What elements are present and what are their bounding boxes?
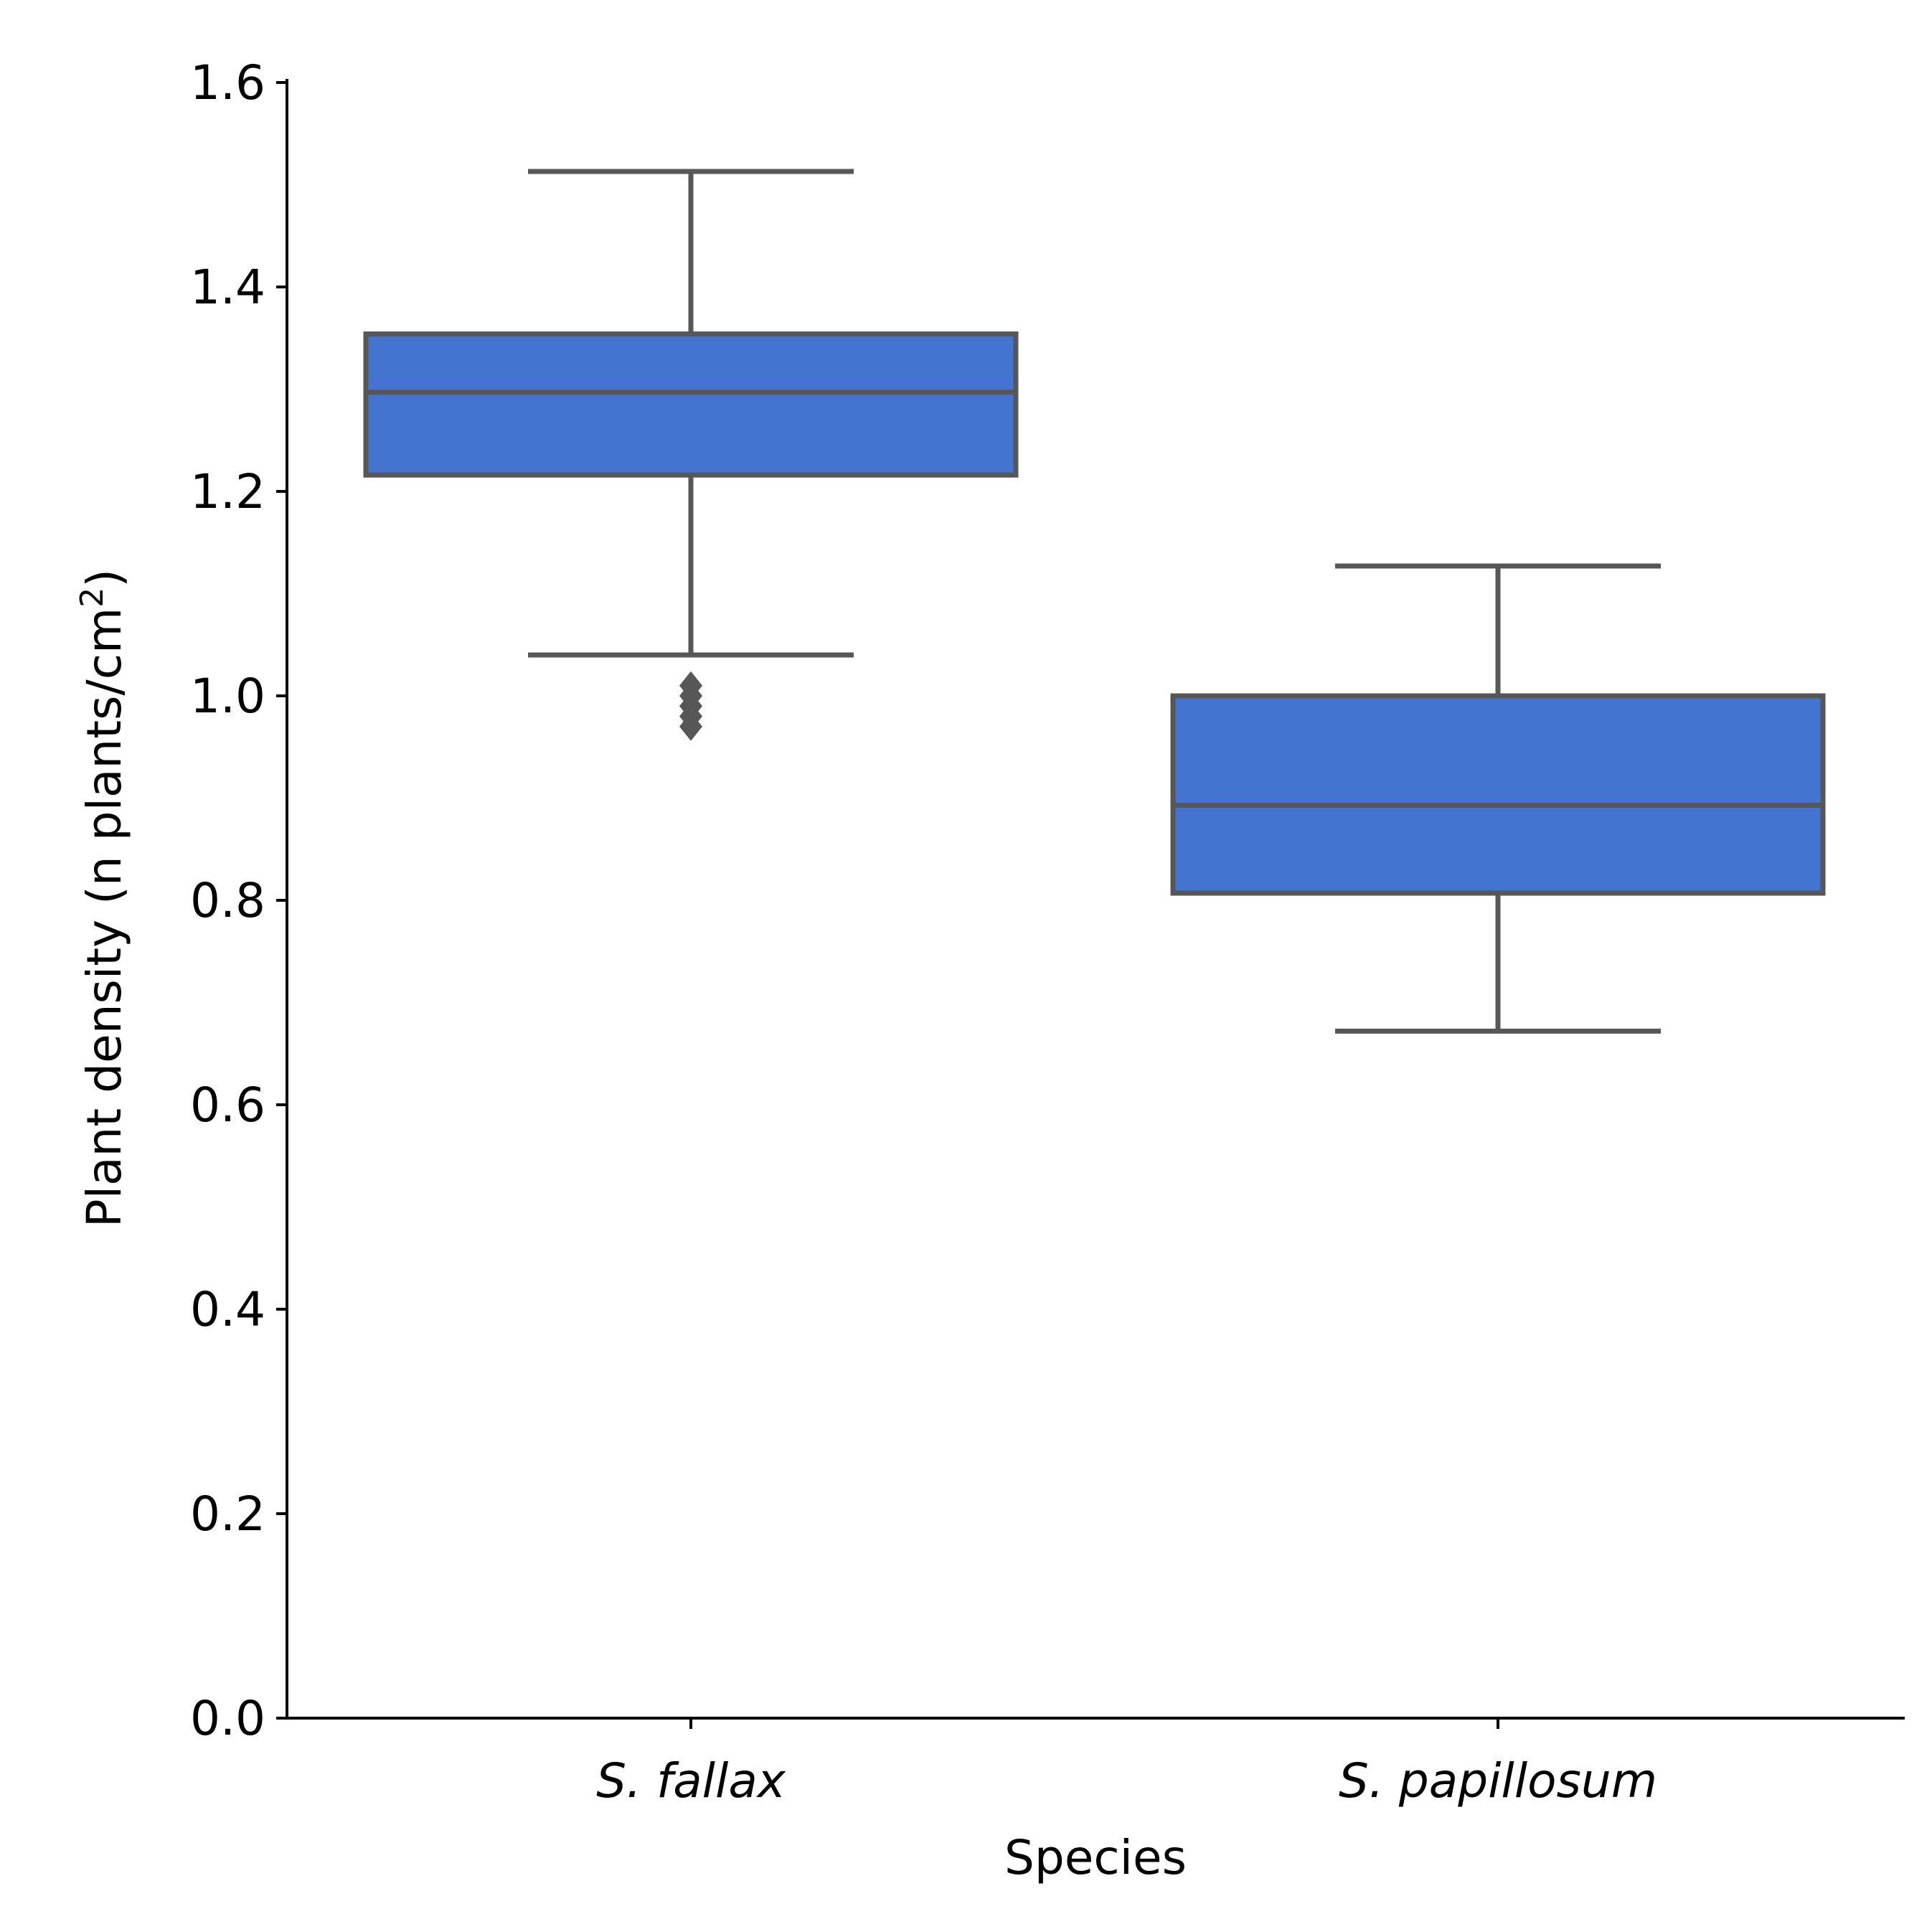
axes <box>286 79 1905 1720</box>
boxes <box>363 169 1826 1034</box>
y-axis-label-suffix: ) <box>77 569 132 588</box>
box-group <box>1170 563 1826 1034</box>
y-tick-label: 1.4 <box>190 260 265 315</box>
y-tick-label: 0.4 <box>190 1282 265 1337</box>
box-group <box>363 169 1019 741</box>
iqr-box <box>363 331 1019 478</box>
y-tick-label: 1.2 <box>190 464 265 519</box>
x-axis-label: Species <box>1004 1830 1187 1885</box>
y-tick-label: 0.6 <box>190 1078 265 1133</box>
y-axis-label-superscript: 2 <box>74 588 110 608</box>
x-ticks: S. fallax S. papillosum <box>596 1718 1657 1809</box>
x-tick-label: S. fallax <box>596 1753 786 1809</box>
iqr-box <box>1170 693 1826 896</box>
y-axis-label: Plant density (n plants/cm2) <box>74 569 133 1227</box>
x-tick-label: S. papillosum <box>1339 1753 1657 1809</box>
y-tick-label: 0.8 <box>190 873 265 928</box>
y-tick-label: 1.6 <box>190 55 265 110</box>
y-tick-label: 1.0 <box>190 669 265 724</box>
y-tick-label: 0.0 <box>190 1691 265 1746</box>
outlier-point <box>679 712 702 741</box>
y-axis-label-text: Plant density (n plants/cm <box>77 608 132 1227</box>
y-ticks: 0.0 0.2 0.4 0.6 0.8 1.0 1.2 1.4 1.6 <box>190 55 287 1746</box>
y-tick-label: 0.2 <box>190 1486 265 1542</box>
